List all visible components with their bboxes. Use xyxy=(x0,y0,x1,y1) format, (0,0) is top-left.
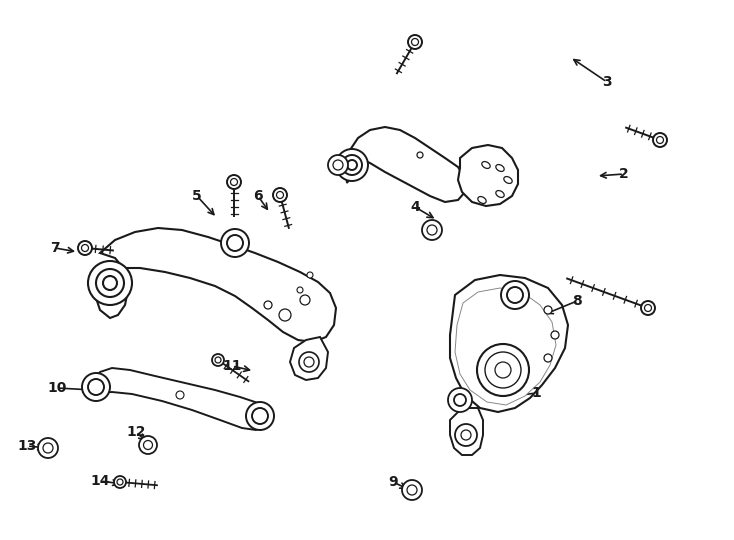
Circle shape xyxy=(297,287,303,293)
Circle shape xyxy=(227,175,241,189)
Circle shape xyxy=(144,441,153,449)
Circle shape xyxy=(485,352,521,388)
Circle shape xyxy=(454,394,466,406)
Circle shape xyxy=(333,160,343,170)
Polygon shape xyxy=(346,127,465,202)
Circle shape xyxy=(407,485,417,495)
Circle shape xyxy=(408,35,422,49)
Circle shape xyxy=(328,155,348,175)
Circle shape xyxy=(455,424,477,446)
Text: 6: 6 xyxy=(253,189,263,203)
Circle shape xyxy=(304,357,314,367)
Text: 8: 8 xyxy=(572,294,582,308)
Circle shape xyxy=(215,357,221,363)
Circle shape xyxy=(176,391,184,399)
Text: 11: 11 xyxy=(222,359,241,373)
Circle shape xyxy=(544,354,552,362)
Circle shape xyxy=(230,179,238,186)
Text: 12: 12 xyxy=(126,425,146,439)
Circle shape xyxy=(336,149,368,181)
Text: 10: 10 xyxy=(47,381,67,395)
Circle shape xyxy=(103,276,117,290)
Circle shape xyxy=(461,430,471,440)
Circle shape xyxy=(277,192,283,199)
Circle shape xyxy=(273,188,287,202)
Circle shape xyxy=(264,301,272,309)
Circle shape xyxy=(88,379,104,395)
Circle shape xyxy=(427,225,437,235)
Circle shape xyxy=(299,352,319,372)
Circle shape xyxy=(246,402,274,430)
Circle shape xyxy=(644,305,652,312)
Circle shape xyxy=(227,235,243,251)
Circle shape xyxy=(417,152,423,158)
Circle shape xyxy=(495,362,511,378)
Circle shape xyxy=(347,160,357,170)
Circle shape xyxy=(412,38,418,45)
Circle shape xyxy=(96,269,124,297)
Text: 13: 13 xyxy=(18,439,37,453)
Circle shape xyxy=(342,155,362,175)
Circle shape xyxy=(448,388,472,412)
Circle shape xyxy=(114,476,126,488)
Text: 5: 5 xyxy=(192,189,202,203)
Circle shape xyxy=(252,408,268,424)
Ellipse shape xyxy=(496,191,504,198)
Circle shape xyxy=(139,436,157,454)
Circle shape xyxy=(501,281,529,309)
Text: 7: 7 xyxy=(50,241,59,255)
Circle shape xyxy=(221,229,249,257)
Circle shape xyxy=(117,479,123,485)
Circle shape xyxy=(551,331,559,339)
Ellipse shape xyxy=(496,165,504,171)
Ellipse shape xyxy=(504,177,512,184)
Polygon shape xyxy=(88,368,268,430)
Ellipse shape xyxy=(478,197,486,204)
Circle shape xyxy=(402,480,422,500)
Circle shape xyxy=(78,241,92,255)
Circle shape xyxy=(82,373,110,401)
Polygon shape xyxy=(455,288,556,405)
Circle shape xyxy=(43,443,53,453)
Text: 14: 14 xyxy=(90,474,110,488)
Circle shape xyxy=(544,306,552,314)
Circle shape xyxy=(422,220,442,240)
Text: 3: 3 xyxy=(602,75,612,89)
Circle shape xyxy=(641,301,655,315)
Text: 9: 9 xyxy=(388,475,398,489)
Circle shape xyxy=(88,261,132,305)
Polygon shape xyxy=(95,228,336,342)
Ellipse shape xyxy=(482,161,490,168)
Circle shape xyxy=(656,137,664,144)
Text: 2: 2 xyxy=(619,167,629,181)
Circle shape xyxy=(38,438,58,458)
Polygon shape xyxy=(458,145,518,206)
Circle shape xyxy=(507,287,523,303)
Text: 4: 4 xyxy=(410,200,420,214)
Circle shape xyxy=(653,133,667,147)
Circle shape xyxy=(212,354,224,366)
Polygon shape xyxy=(290,337,328,380)
Text: 1: 1 xyxy=(531,386,541,400)
Polygon shape xyxy=(450,408,483,455)
Circle shape xyxy=(81,245,89,252)
Circle shape xyxy=(300,295,310,305)
Polygon shape xyxy=(450,275,568,412)
Circle shape xyxy=(279,309,291,321)
Circle shape xyxy=(307,272,313,278)
Circle shape xyxy=(477,344,529,396)
